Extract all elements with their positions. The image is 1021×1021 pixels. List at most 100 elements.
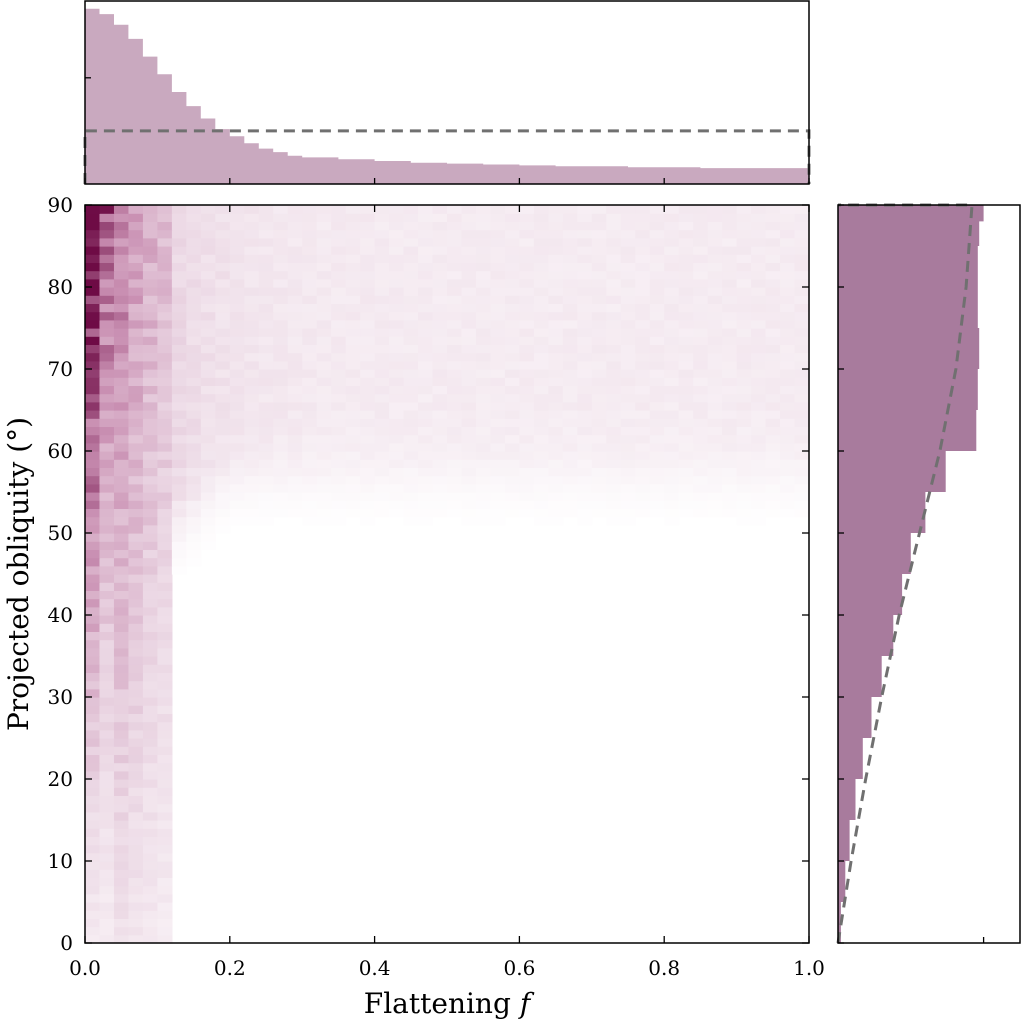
heatmap-cell <box>490 418 506 427</box>
heatmap-cell <box>258 516 274 526</box>
main-frame <box>84 204 810 944</box>
heatmap-cell <box>99 524 115 534</box>
heatmap-cell <box>374 483 390 493</box>
heatmap-cell <box>389 319 405 329</box>
heatmap-cell <box>794 237 810 247</box>
heatmap-cell <box>461 442 477 452</box>
heatmap-cell <box>447 319 463 329</box>
heatmap-cell <box>142 615 158 624</box>
heatmap-cell <box>186 410 202 419</box>
heatmap-cell <box>316 451 332 460</box>
heatmap-cell <box>374 401 390 411</box>
heatmap-cell <box>113 524 130 534</box>
heatmap-cell <box>678 459 694 468</box>
heatmap-cell <box>258 360 274 370</box>
heatmap-cell <box>403 295 419 304</box>
heatmap-cell <box>794 492 810 501</box>
heatmap-cell <box>403 418 419 427</box>
heatmap-cell <box>432 229 448 239</box>
heatmap-cell <box>345 451 361 460</box>
heatmap-cell <box>316 393 332 403</box>
heatmap-cell <box>577 336 593 345</box>
heatmap-cell <box>99 647 115 657</box>
heatmap-cell <box>244 229 260 239</box>
heatmap-cell <box>157 393 173 403</box>
heatmap-cell <box>142 278 158 288</box>
heatmap-cell <box>142 861 158 870</box>
heatmap-cell <box>186 369 202 378</box>
heatmap-cell <box>620 303 636 313</box>
heatmap-cell <box>432 393 448 403</box>
heatmap-cell <box>157 582 173 591</box>
heatmap-cell <box>519 295 535 304</box>
heatmap-cell <box>142 557 158 567</box>
heatmap-cell <box>273 401 289 411</box>
heatmap-cell <box>765 213 781 222</box>
heatmap-cell <box>751 401 767 411</box>
heatmap-cell <box>99 442 115 452</box>
heatmap-cell <box>331 295 347 304</box>
heatmap-cell <box>577 492 593 501</box>
heatmap-cell <box>157 688 173 698</box>
heatmap-cell <box>113 221 130 231</box>
heatmap-cell <box>765 492 781 501</box>
heatmap-cell <box>360 319 376 329</box>
heatmap-cell <box>345 344 361 354</box>
heatmap-cell <box>635 295 651 304</box>
heatmap-cell <box>620 270 636 280</box>
heatmap-cell <box>99 606 115 616</box>
heatmap-cell <box>678 418 694 427</box>
heatmap-cell <box>345 278 361 288</box>
heatmap-cell <box>591 254 607 263</box>
heatmap-cell <box>157 902 173 911</box>
heatmap-cell <box>533 385 549 395</box>
heatmap-cell <box>722 426 738 436</box>
heatmap-cell <box>345 442 361 452</box>
heatmap-cell <box>171 352 187 362</box>
heatmap-cell <box>157 861 173 870</box>
heatmap-cell <box>678 336 694 345</box>
heatmap-cell <box>229 229 245 239</box>
heatmap-cell <box>85 688 101 698</box>
heatmap-cell <box>533 360 549 370</box>
heatmap-cell <box>751 467 767 477</box>
heatmap-cell <box>287 492 303 501</box>
heatmap-cell <box>200 524 216 534</box>
heatmap-cell <box>171 516 187 526</box>
heatmap-cell <box>128 516 144 526</box>
heatmap-cell <box>360 401 376 411</box>
heatmap-cell <box>678 319 694 329</box>
heatmap-cell <box>186 516 202 526</box>
heatmap-cell <box>664 221 680 231</box>
heatmap-cell <box>751 344 767 354</box>
heatmap-cell <box>736 229 752 239</box>
heatmap-cell <box>591 401 607 411</box>
heatmap-cell <box>780 369 796 378</box>
heatmap-cell <box>548 410 564 419</box>
heatmap-cell <box>374 319 390 329</box>
heatmap-cell <box>128 229 144 239</box>
heatmap-cell <box>360 500 376 509</box>
heatmap-cell <box>620 246 636 255</box>
heatmap-cell <box>128 483 144 493</box>
heatmap-cell <box>360 213 376 222</box>
heatmap-cell <box>548 352 564 362</box>
heatmap-cell <box>475 328 492 337</box>
heatmap-cell <box>157 918 173 928</box>
heatmap-cell <box>99 598 115 608</box>
heatmap-cell <box>678 442 694 452</box>
heatmap-cell <box>591 475 607 485</box>
heatmap-cell <box>200 319 216 329</box>
heatmap-cell <box>215 459 231 468</box>
heatmap-cell <box>432 508 448 518</box>
heatmap-cell <box>215 434 231 444</box>
heatmap-cell <box>200 352 216 362</box>
heatmap-cell <box>157 369 173 378</box>
heatmap-cell <box>157 885 173 895</box>
heatmap-cell <box>736 418 752 427</box>
heatmap-cell <box>99 615 115 624</box>
heatmap-cell <box>113 360 130 370</box>
heatmap-cell <box>461 500 477 509</box>
heatmap-cell <box>780 213 796 222</box>
